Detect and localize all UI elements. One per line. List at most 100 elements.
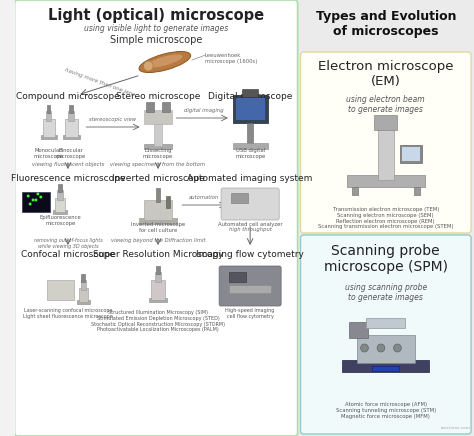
Circle shape xyxy=(361,344,368,352)
Text: High-speed imaging
cell flow cytometry: High-speed imaging cell flow cytometry xyxy=(226,308,275,319)
Text: Dissecting
microscope: Dissecting microscope xyxy=(143,148,173,159)
Bar xyxy=(55,198,65,212)
Text: high throughput: high throughput xyxy=(228,227,272,232)
Text: viewing fluorescent objects: viewing fluorescent objects xyxy=(32,162,104,167)
Bar xyxy=(357,335,415,363)
Text: Imaging flow cytometry: Imaging flow cytometry xyxy=(196,250,304,259)
Circle shape xyxy=(393,344,401,352)
Bar xyxy=(63,135,80,139)
Bar xyxy=(236,98,264,120)
Bar xyxy=(154,120,162,146)
FancyBboxPatch shape xyxy=(301,52,471,233)
Bar xyxy=(402,147,420,161)
Text: Stereo microscope: Stereo microscope xyxy=(116,92,200,101)
Text: Simple microscope: Simple microscope xyxy=(110,35,202,45)
Bar xyxy=(46,111,52,121)
Bar xyxy=(46,105,51,113)
Bar xyxy=(139,218,177,224)
Text: Light (optical) microscope: Light (optical) microscope xyxy=(48,8,264,23)
Text: Super Resolution Microscopy: Super Resolution Microscopy xyxy=(93,250,223,259)
Bar xyxy=(149,298,167,302)
Text: Automated cell analyzer: Automated cell analyzer xyxy=(218,222,283,227)
Bar xyxy=(242,89,258,97)
Text: viewing specimens from the bottom: viewing specimens from the bottom xyxy=(110,162,206,167)
Text: Atomic force microscope (AFM)
Scanning tunneling microscope (STM)
Magnetic force: Atomic force microscope (AFM) Scanning t… xyxy=(336,402,436,419)
Bar xyxy=(57,190,63,200)
Bar xyxy=(247,123,253,145)
FancyBboxPatch shape xyxy=(15,0,298,436)
Text: digital imaging: digital imaging xyxy=(184,108,223,113)
Bar xyxy=(58,184,62,192)
Text: reactome.com: reactome.com xyxy=(440,426,470,430)
Text: Fluorescence microscope: Fluorescence microscope xyxy=(11,174,125,183)
FancyBboxPatch shape xyxy=(219,266,281,306)
FancyBboxPatch shape xyxy=(221,188,279,220)
Text: stereoscopic view: stereoscopic view xyxy=(89,117,136,122)
Circle shape xyxy=(27,194,30,198)
Text: using visible light to generate images: using visible light to generate images xyxy=(84,24,228,33)
Text: viewing beyond the Diffraction limit: viewing beyond the Diffraction limit xyxy=(111,238,205,243)
Bar xyxy=(162,102,170,112)
Bar xyxy=(43,119,55,137)
Ellipse shape xyxy=(139,51,191,72)
Bar xyxy=(352,187,358,195)
Ellipse shape xyxy=(147,54,182,68)
Circle shape xyxy=(35,198,37,201)
Bar xyxy=(46,280,74,300)
Bar xyxy=(366,318,405,328)
Text: Inverted microscope: Inverted microscope xyxy=(111,174,204,183)
Bar xyxy=(145,110,172,124)
Bar xyxy=(79,288,88,302)
Text: using scanning probe
to generate images: using scanning probe to generate images xyxy=(345,283,427,303)
Bar xyxy=(374,115,397,130)
Bar xyxy=(54,210,67,214)
Bar xyxy=(77,300,90,304)
Text: having more than one lens: having more than one lens xyxy=(64,67,136,97)
Bar xyxy=(22,192,49,212)
Bar xyxy=(82,274,85,282)
Text: Epifluorescence
microscope: Epifluorescence microscope xyxy=(39,215,81,226)
Bar xyxy=(233,143,267,149)
Bar xyxy=(414,187,420,195)
Bar xyxy=(378,125,393,180)
Bar xyxy=(349,322,368,338)
Text: Confocal microscope: Confocal microscope xyxy=(21,250,115,259)
Text: automation: automation xyxy=(189,195,219,200)
Circle shape xyxy=(39,195,42,198)
Text: Types and Evolution
of microscopes: Types and Evolution of microscopes xyxy=(316,10,456,38)
Bar xyxy=(145,200,172,220)
Bar xyxy=(151,280,165,300)
Text: Inverted microscope
for cell culture: Inverted microscope for cell culture xyxy=(131,222,185,233)
Circle shape xyxy=(144,61,153,71)
Text: Automated imaging system: Automated imaging system xyxy=(187,174,313,183)
Bar xyxy=(69,105,73,113)
Text: Structured Illumination Microscopy (SIM)
Stimulated Emission Depletion Microscop: Structured Illumination Microscopy (SIM)… xyxy=(91,310,225,332)
Text: USB digital
microscope: USB digital microscope xyxy=(235,148,265,159)
Bar xyxy=(166,196,170,208)
Text: using electron beam
to generate images: using electron beam to generate images xyxy=(346,95,425,114)
Bar xyxy=(233,95,267,123)
Text: Scanning probe
microscope (SPM): Scanning probe microscope (SPM) xyxy=(324,244,448,274)
Circle shape xyxy=(36,193,39,195)
Bar xyxy=(342,360,429,372)
Bar xyxy=(65,119,78,137)
Bar xyxy=(372,366,400,371)
Text: Binocular
microscope: Binocular microscope xyxy=(56,148,86,159)
Bar xyxy=(41,135,57,139)
Text: Compound microscope: Compound microscope xyxy=(16,92,120,101)
Bar xyxy=(347,175,425,187)
Text: Leeuwenhoek
microscope (1600s): Leeuwenhoek microscope (1600s) xyxy=(205,53,257,64)
Text: Transmission electron microscope (TEM)
Scanning electron microscope (SEM)
Reflec: Transmission electron microscope (TEM) S… xyxy=(318,207,454,229)
Bar xyxy=(146,102,154,112)
Bar xyxy=(231,193,248,203)
Text: removing out-of-focus lights
while viewing 3D objects: removing out-of-focus lights while viewi… xyxy=(34,238,102,249)
Circle shape xyxy=(29,202,32,205)
Circle shape xyxy=(377,344,385,352)
Text: Digital microscope: Digital microscope xyxy=(208,92,292,101)
Bar xyxy=(229,272,246,282)
Bar xyxy=(81,280,86,290)
Bar xyxy=(156,188,160,202)
Text: Monocular
microscope: Monocular microscope xyxy=(34,148,64,159)
Bar xyxy=(68,111,74,121)
Bar xyxy=(401,145,422,163)
